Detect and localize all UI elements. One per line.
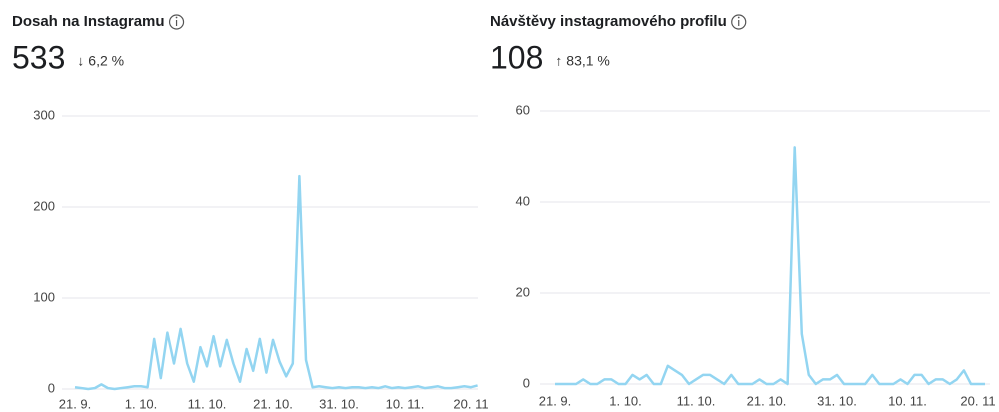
x-tick-label: 10. 11. [386,396,425,411]
info-icon-dot [737,16,740,19]
y-tick-label: 0 [523,375,530,390]
chart-title: Návštěvy instagramového profilu [490,13,727,30]
x-tick-label: 21. 10. [253,396,293,411]
info-icon [731,14,747,30]
y-tick-label: 200 [33,198,55,213]
y-tick-label: 0 [48,380,55,395]
x-tick-label: 1. 10. [609,393,642,408]
x-tick-label: 21. 10. [747,393,787,408]
y-tick-label: 300 [33,107,55,122]
x-tick-label: 21. 9. [59,396,92,411]
total-value: 108 [490,39,543,75]
x-tick-label: 31. 10. [319,396,359,411]
info-icon [168,14,185,30]
change-value: ↑ 83,1 % [555,53,609,69]
line-series [74,174,478,391]
y-tick-label: 40 [516,193,530,208]
total-value: 533 [12,39,65,75]
change-value: ↓ 6,2 % [77,53,124,69]
x-tick-label: 11. 10. [188,396,227,411]
x-tick-label: 20. 11 [960,393,995,408]
x-tick-label: 10. 11. [888,393,927,408]
y-tick-label: 60 [516,102,530,117]
y-tick-label: 20 [516,284,530,299]
x-tick-label: 11. 10. [677,393,716,408]
line-series [555,146,985,386]
y-tick-label: 100 [33,289,55,304]
x-tick-label: 21. 9. [539,393,572,408]
x-tick-label: 1. 10. [125,396,158,411]
chart-title: Dosah na Instagramu [12,13,165,30]
info-icon-dot [175,16,178,19]
x-tick-label: 31. 10. [817,393,857,408]
x-tick-label: 20. 11 [453,396,488,411]
